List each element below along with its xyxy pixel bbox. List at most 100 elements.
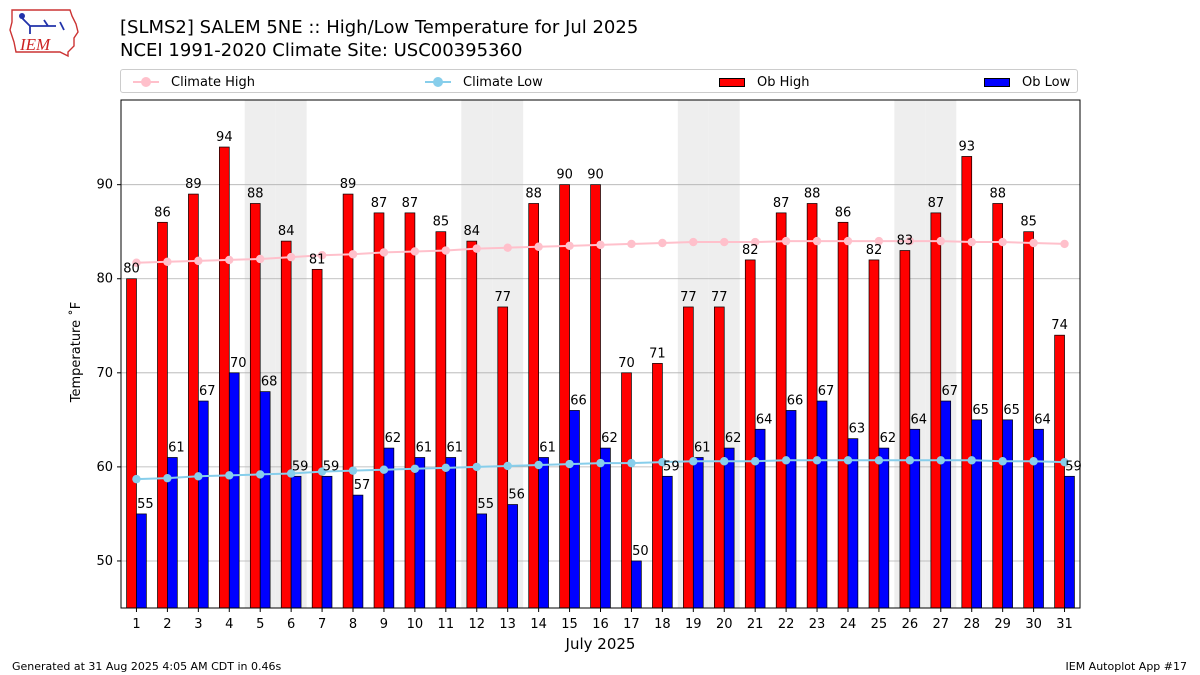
- climate-high-point-day-14: [534, 242, 543, 251]
- ob-high-bar-day-2: [157, 221, 168, 609]
- x-tick-label-25: 25: [871, 617, 888, 632]
- ob-high-bar-day-15: [559, 184, 570, 609]
- ob-low-label-day-19: 61: [694, 440, 711, 455]
- ob-low-bar-day-27: [940, 400, 952, 609]
- legend-swatch-icon: [719, 77, 745, 87]
- x-tick-label-5: 5: [256, 617, 264, 632]
- ob-low-bar-day-7: [321, 475, 333, 609]
- legend-item-climate-low: Climate Low: [425, 73, 543, 91]
- ob-high-bar-day-20: [713, 306, 725, 609]
- ob-low-label-day-9: 62: [385, 431, 402, 446]
- ob-low-label-day-5: 68: [261, 375, 278, 390]
- ob-high-bar-day-1: [126, 278, 137, 609]
- legend-line-icon: [425, 77, 451, 87]
- ob-high-bar-day-3: [188, 193, 199, 609]
- climate-high-point-day-16: [596, 240, 605, 250]
- ob-low-label-day-7: 59: [323, 459, 340, 474]
- x-tick-label-12: 12: [468, 617, 485, 632]
- ob-high-bar-day-29: [992, 203, 1004, 609]
- ob-low-label-day-18: 59: [663, 459, 680, 474]
- x-tick-label-13: 13: [499, 617, 516, 632]
- legend-label: Ob High: [757, 74, 810, 90]
- climate-low-point-day-5: [256, 470, 265, 479]
- climate-low-point-day-9: [379, 465, 389, 474]
- ob-high-bar-day-6: [280, 240, 292, 609]
- ob-low-bar-day-2: [167, 457, 178, 609]
- ob-low-bar-day-14: [538, 457, 549, 609]
- ob-high-bar-day-22: [775, 212, 787, 609]
- ob-high-bar-day-31: [1054, 334, 1065, 609]
- footer-generated: Generated at 31 Aug 2025 4:05 AM CDT in …: [12, 660, 282, 673]
- ob-low-bar-day-9: [383, 447, 395, 609]
- x-tick-label-10: 10: [407, 617, 424, 632]
- climate-low-point-day-19: [689, 457, 698, 466]
- climate-low-point-day-14: [534, 460, 543, 470]
- legend-item-ob-low: Ob Low: [984, 73, 1070, 91]
- ob-high-bar-day-8: [342, 193, 354, 609]
- ob-high-label-day-20: 77: [711, 290, 728, 305]
- legend-item-climate-high: Climate High: [133, 73, 255, 91]
- climate-high-point-day-2: [163, 257, 172, 267]
- ob-high-label-day-1: 80: [123, 262, 140, 277]
- climate-high-point-day-5: [256, 254, 265, 264]
- ob-high-bar-day-30: [1023, 231, 1034, 609]
- x-tick-label-1: 1: [132, 617, 140, 632]
- y-axis-label: Temperature ˚F: [68, 302, 84, 403]
- y-tick-label-50: 50: [96, 554, 113, 569]
- climate-low-point-day-11: [441, 463, 451, 473]
- ob-high-label-day-27: 87: [928, 196, 945, 211]
- chart-subtitle: NCEI 1991-2020 Climate Site: USC00395360: [120, 40, 523, 61]
- ob-low-bar-day-24: [847, 438, 859, 609]
- footer-app-id: IEM Autoplot App #17: [1065, 660, 1188, 673]
- climate-high-point-day-27: [936, 236, 945, 246]
- ob-high-bar-day-21: [744, 259, 756, 609]
- ob-high-bar-day-10: [404, 212, 416, 609]
- climate-high-point-day-21: [750, 237, 760, 247]
- ob-low-label-day-14: 61: [539, 440, 556, 455]
- ob-low-bar-day-1: [136, 513, 147, 609]
- climate-high-point-day-10: [410, 247, 420, 256]
- x-tick-label-30: 30: [1025, 617, 1042, 632]
- climate-high-line: [136, 240, 1065, 264]
- ob-low-label-day-4: 70: [230, 356, 247, 371]
- weekend-shade-day-26: [894, 100, 926, 608]
- ob-low-label-day-21: 64: [756, 412, 773, 427]
- x-tick-label-8: 8: [349, 617, 357, 632]
- ob-high-bar-day-13: [497, 306, 509, 609]
- ob-high-label-day-3: 89: [185, 177, 202, 192]
- ob-low-label-day-29: 65: [1003, 403, 1020, 418]
- ob-high-label-day-19: 77: [680, 290, 697, 305]
- ob-high-label-day-22: 87: [773, 196, 790, 211]
- ob-low-label-day-20: 62: [725, 431, 742, 446]
- climate-low-point-day-3: [194, 472, 203, 481]
- climate-high-point-day-4: [225, 255, 234, 265]
- x-tick-label-24: 24: [840, 617, 857, 632]
- ob-high-label-day-2: 86: [154, 205, 171, 220]
- ob-high-label-day-12: 84: [464, 224, 481, 239]
- ob-high-label-day-18: 71: [649, 346, 666, 361]
- x-tick-label-29: 29: [994, 617, 1011, 632]
- climate-low-point-day-2: [163, 473, 172, 483]
- ob-low-label-day-24: 63: [849, 422, 866, 437]
- climate-high-point-day-1: [132, 258, 141, 267]
- x-tick-label-28: 28: [963, 617, 980, 632]
- climate-low-point-day-10: [410, 464, 420, 473]
- weekend-shade-day-5: [244, 100, 276, 608]
- ob-high-bar-day-5: [249, 203, 261, 609]
- ob-high-label-day-15: 90: [556, 168, 573, 183]
- weekend-shade-day-19: [677, 100, 709, 608]
- ob-high-label-day-7: 81: [309, 252, 326, 267]
- ob-high-bar-day-7: [311, 268, 323, 609]
- climate-high-point-day-3: [194, 256, 203, 266]
- ob-high-bar-day-27: [930, 212, 942, 609]
- ob-low-label-day-2: 61: [168, 440, 185, 455]
- ob-low-label-day-6: 59: [292, 459, 309, 474]
- ob-low-bar-day-31: [1064, 475, 1075, 609]
- climate-low-point-day-22: [781, 456, 791, 465]
- ob-low-label-day-17: 50: [632, 544, 649, 559]
- climate-high-point-day-7: [317, 251, 327, 260]
- ob-high-bar-day-25: [868, 259, 880, 609]
- ob-high-label-day-30: 85: [1020, 215, 1037, 230]
- weekend-shade-day-27: [925, 100, 957, 608]
